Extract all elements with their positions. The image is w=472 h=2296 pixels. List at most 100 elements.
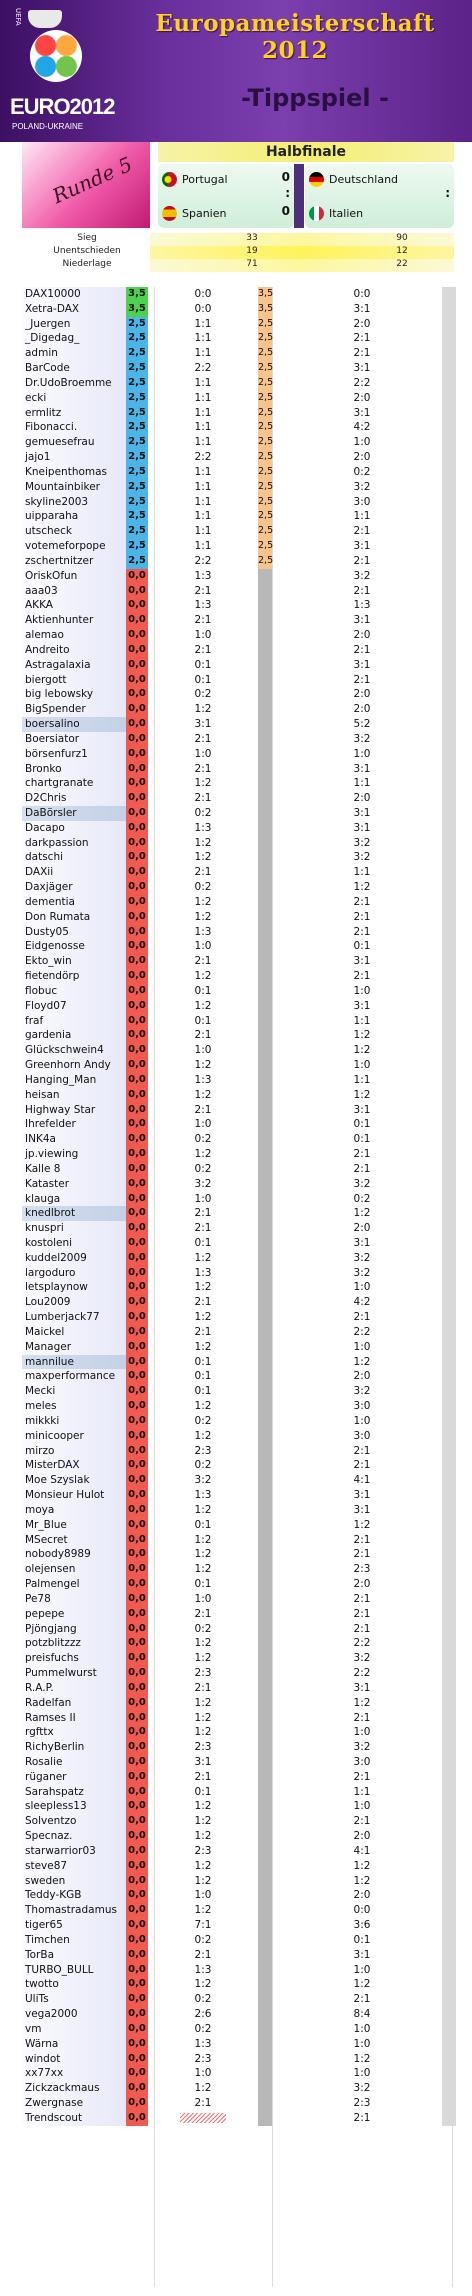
total-points: 0,0	[126, 1324, 148, 1340]
total-points: 0,0	[126, 1532, 148, 1548]
tip-match1: 0:1	[194, 1578, 212, 1591]
points-match2	[442, 1413, 456, 1429]
total-points: 2,5	[126, 375, 148, 391]
player-name: ermlitz	[22, 405, 126, 421]
points-match2	[442, 1577, 456, 1592]
table-row: Lou2009 0,0 2:1 4:2	[22, 1295, 456, 1311]
points-match2	[442, 1829, 456, 1844]
table-row: AKKA 0,0 1:3 1:3	[22, 598, 456, 614]
tip-match1: 1:1	[194, 465, 212, 478]
total-points: 0,0	[126, 1680, 148, 1696]
points-match1: 2,5	[258, 361, 273, 376]
points-match2	[442, 435, 456, 451]
tip-match2: 4:2	[353, 421, 371, 434]
match-divider	[294, 164, 304, 228]
points-match1	[258, 1236, 272, 1251]
points-match2	[442, 287, 456, 302]
match1-home-goals: 0	[281, 170, 290, 184]
player-name: vm	[22, 2021, 126, 2037]
points-match1	[258, 850, 272, 866]
table-row: boersalino 0,0 3:1 5:2	[22, 717, 456, 732]
tip-match1: 1:1	[194, 525, 212, 538]
tip-match2: 2:2	[353, 1667, 371, 1680]
stats-label: Unentschieden	[53, 246, 121, 256]
points-match2	[442, 1354, 456, 1370]
table-row: Glückschwein4 0,0 1:0 1:2	[22, 1043, 456, 1059]
total-points: 0,0	[126, 2036, 148, 2052]
tip-match2: 2:1	[353, 332, 371, 345]
points-match2	[442, 924, 456, 940]
player-name: letsplaynow	[22, 1280, 126, 1296]
total-points: 0,0	[126, 1236, 148, 1251]
table-row: big lebowsky 0,0 0:2 2:0	[22, 687, 456, 703]
total-points: 0,0	[126, 1191, 148, 1207]
total-points: 0,0	[126, 998, 148, 1014]
total-points: 0,0	[126, 568, 148, 584]
table-row: Rosalie 0,0 3:1 3:0	[22, 1754, 456, 1770]
tip-match2: 2:2	[353, 376, 371, 389]
table-row: DaBörsler 0,0 0:2 3:1	[22, 805, 456, 821]
match2-home-name: Deutschland	[329, 172, 399, 186]
total-points: 0,0	[126, 672, 148, 688]
tip-match1: 1:2	[194, 1904, 212, 1917]
points-match2	[442, 1072, 456, 1088]
player-name: Palmengel	[22, 1577, 126, 1592]
tip-match1: 1:0	[194, 1118, 212, 1131]
points-match1	[258, 1013, 272, 1029]
player-name: Glückschwein4	[22, 1043, 126, 1059]
tip-match2: 3:1	[353, 1681, 371, 1694]
tip-match2: 3:1	[353, 1503, 371, 1516]
tip-match1: 1:1	[194, 317, 212, 330]
points-match1	[258, 583, 272, 599]
tip-match1: 2:2	[194, 362, 212, 375]
tip-match1: 0:0	[194, 302, 212, 315]
points-match1	[258, 1161, 272, 1177]
player-name: rüganer	[22, 1769, 126, 1785]
tip-match1: 1:3	[194, 2037, 212, 2050]
player-name: Sarahspatz	[22, 1784, 126, 1800]
points-match2	[442, 835, 456, 851]
points-match2	[442, 717, 456, 732]
tip-match2: 3:2	[353, 1251, 371, 1264]
tip-match2: 1:1	[353, 1014, 371, 1027]
tip-match2: 2:0	[353, 1222, 371, 1235]
total-points: 0,0	[126, 776, 148, 792]
tip-match2: 3:1	[353, 362, 371, 375]
tip-match2: 3:2	[353, 480, 371, 493]
points-match2	[442, 998, 456, 1014]
points-match2	[442, 880, 456, 895]
table-row: Dr.UdoBroemme 2,5 1:1 2,5 2:2	[22, 375, 456, 391]
points-match1	[258, 1413, 272, 1429]
points-match2	[442, 583, 456, 599]
table-row: maxperformance 0,0 0:1 2:0	[22, 1369, 456, 1385]
total-points: 0,0	[126, 1354, 148, 1370]
points-match2	[442, 1443, 456, 1459]
points-match1	[258, 1710, 272, 1726]
tip-match1: 0:0	[194, 288, 212, 300]
table-row: Ihrefelder 0,0 1:0 0:1	[22, 1117, 456, 1133]
points-match1	[258, 954, 272, 970]
total-points: 0,0	[126, 687, 148, 703]
table-row: mikkki 0,0 0:2 1:0	[22, 1413, 456, 1429]
points-match1	[258, 969, 272, 984]
tip-match2: 3:0	[353, 495, 371, 508]
tip-match1: 2:1	[194, 1948, 212, 1961]
table-row: jajo1 2,5 2:2 2,5 2:0	[22, 450, 456, 465]
total-points: 2,5	[126, 316, 148, 332]
points-match2	[442, 1992, 456, 2008]
tip-match1: 1:2	[194, 1978, 212, 1991]
player-name: xx77xx	[22, 2066, 126, 2082]
tip-match1: 1:0	[194, 940, 212, 953]
total-points: 0,0	[126, 1072, 148, 1088]
player-name: zschertnitzer	[22, 553, 126, 569]
tip-match1: 1:2	[194, 1859, 212, 1872]
total-points: 0,0	[126, 1443, 148, 1459]
points-match1	[258, 1458, 272, 1474]
points-match1	[258, 1043, 272, 1059]
points-match1	[258, 1354, 272, 1370]
points-match2	[442, 1784, 456, 1800]
tip-match1: 1:0	[194, 1889, 212, 1902]
table-row: potzblitzzz 0,0 1:2 2:2	[22, 1636, 456, 1652]
total-points: 0,0	[126, 1843, 148, 1859]
match-card-1: Portugal 0 : Spanien 0	[158, 164, 294, 228]
